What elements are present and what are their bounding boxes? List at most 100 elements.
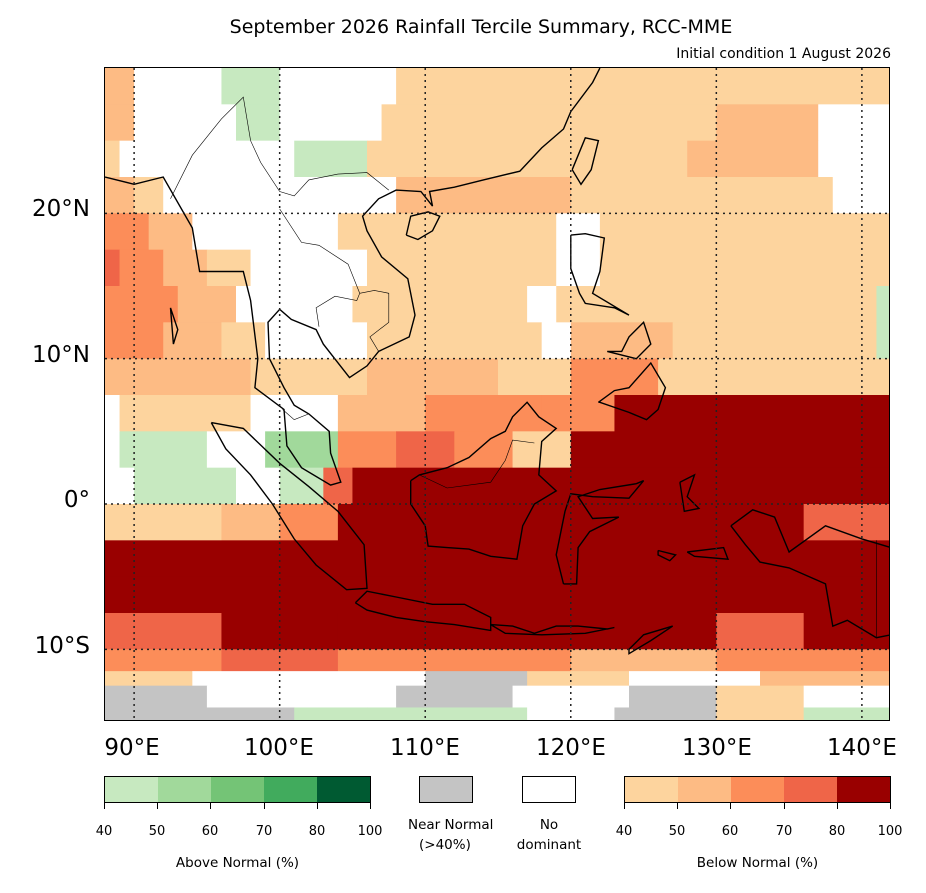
above-normal-colorbar xyxy=(104,776,371,803)
country-border xyxy=(419,439,535,489)
cell-no_dominant xyxy=(105,467,135,505)
cell-no_dominant xyxy=(556,213,601,251)
coastline xyxy=(210,421,368,591)
above-70-80-swatch xyxy=(264,777,317,802)
cell-no_dominant xyxy=(308,685,397,708)
below-70-80-swatch xyxy=(784,777,837,802)
cell-below_40_50 xyxy=(105,671,193,687)
above-60-70-swatch xyxy=(211,777,264,802)
cell-near_normal xyxy=(105,707,164,720)
lon-label-90e: 90°E xyxy=(104,735,160,761)
coastline xyxy=(490,623,615,636)
below-tick-40: 40 xyxy=(615,824,633,839)
lat-label-10n: 10°N xyxy=(32,342,90,368)
cell-below_50_60 xyxy=(687,140,819,178)
coastline xyxy=(628,625,674,655)
above-50-60-swatch xyxy=(158,777,211,802)
cell-no_dominant xyxy=(250,249,368,287)
cell-below_70_80 xyxy=(105,613,222,650)
below-80-100-swatch xyxy=(837,777,890,802)
lon-label-130e: 130°E xyxy=(682,735,752,761)
cell-below_40_50 xyxy=(221,322,266,360)
below-tick-60: 60 xyxy=(721,824,739,839)
above-tick-60: 60 xyxy=(201,824,219,839)
coastline xyxy=(169,307,179,345)
map-title: September 2026 Rainfall Tercile Summary,… xyxy=(229,16,733,38)
cell-near_normal xyxy=(629,685,717,708)
cell-near_normal xyxy=(614,707,717,720)
no-dominant-caption-2: dominant xyxy=(516,837,582,853)
cell-below_40_50 xyxy=(672,322,877,360)
cell-below_40_50 xyxy=(556,286,659,323)
cell-no_dominant xyxy=(192,671,426,687)
cell-below_70_80 xyxy=(105,249,121,287)
near-normal-swatch xyxy=(419,776,473,803)
lat-label-0: 0° xyxy=(63,487,90,513)
cell-no_dominant xyxy=(206,685,310,708)
cell-below_40_50 xyxy=(308,358,368,396)
cell-no_dominant xyxy=(512,685,630,708)
near-normal-caption-1: Near Normal xyxy=(408,817,494,833)
cell-no_dominant xyxy=(250,395,339,432)
cell-below_60_70 xyxy=(105,286,179,323)
cell-below_40_50 xyxy=(527,671,630,687)
cell-above_40_50 xyxy=(876,322,889,360)
cell-above_40_50 xyxy=(236,104,281,142)
cell-below_60_70 xyxy=(105,322,164,360)
cell-below_50_60 xyxy=(221,504,281,541)
cell-no_dominant xyxy=(818,104,889,142)
cell-below_40_50 xyxy=(250,358,310,396)
cell-below_40_50 xyxy=(337,213,426,251)
below-normal-caption: Below Normal (%) xyxy=(696,855,819,871)
above-tick-40: 40 xyxy=(95,824,113,839)
cell-below_80_100 xyxy=(570,431,889,469)
cell-below_60_70 xyxy=(337,431,397,469)
cell-below_50_60 xyxy=(148,213,193,251)
cell-no_dominant xyxy=(803,685,889,708)
above-tick-70: 70 xyxy=(255,824,273,839)
cell-above_40_50 xyxy=(119,431,208,469)
cell-below_50_60 xyxy=(760,671,889,687)
lon-label-140e: 140°E xyxy=(827,735,897,761)
below-60-70-swatch xyxy=(731,777,784,802)
cell-below_40_50 xyxy=(716,707,805,720)
above-80-100-swatch xyxy=(317,777,370,802)
below-tick-50: 50 xyxy=(668,824,686,839)
lon-label-100e: 100°E xyxy=(244,735,314,761)
cell-below_50_60 xyxy=(177,286,237,323)
cell-no_dominant xyxy=(134,104,237,142)
cell-below_60_70 xyxy=(119,249,164,287)
cell-below_70_80 xyxy=(803,504,889,541)
below-tick-70: 70 xyxy=(775,824,793,839)
cell-below_60_70 xyxy=(541,395,615,432)
cell-above_40_50 xyxy=(803,707,889,720)
cell-below_80_100 xyxy=(105,540,889,578)
below-40-50-swatch xyxy=(625,777,678,802)
cell-near_normal xyxy=(425,671,528,687)
cell-below_80_100 xyxy=(221,613,339,650)
cell-no_dominant xyxy=(556,249,601,287)
below-tick-80: 80 xyxy=(828,824,846,839)
lon-label-110e: 110°E xyxy=(390,735,460,761)
coastline xyxy=(607,321,652,360)
coastline xyxy=(597,361,667,421)
above-normal-caption: Above Normal (%) xyxy=(175,855,300,871)
cell-below_50_60 xyxy=(396,177,572,214)
cell-no_dominant xyxy=(105,431,121,469)
cell-no_dominant xyxy=(236,467,281,505)
cell-above_40_50 xyxy=(294,707,368,720)
cell-below_60_70 xyxy=(105,649,222,672)
coastline xyxy=(410,401,558,560)
cell-below_40_50 xyxy=(570,177,834,214)
cell-below_40_50 xyxy=(367,140,688,178)
coastline xyxy=(354,590,492,632)
cell-below_40_50 xyxy=(599,249,889,287)
cell-below_40_50 xyxy=(367,322,543,360)
cell-below_40_50 xyxy=(367,249,557,287)
cell-no_dominant xyxy=(629,671,761,687)
cell-above_40_50 xyxy=(279,467,324,505)
cell-below_50_60 xyxy=(337,395,426,432)
country-border xyxy=(282,409,309,421)
cell-above_40_50 xyxy=(294,140,368,178)
cell-no_dominant xyxy=(192,213,339,251)
